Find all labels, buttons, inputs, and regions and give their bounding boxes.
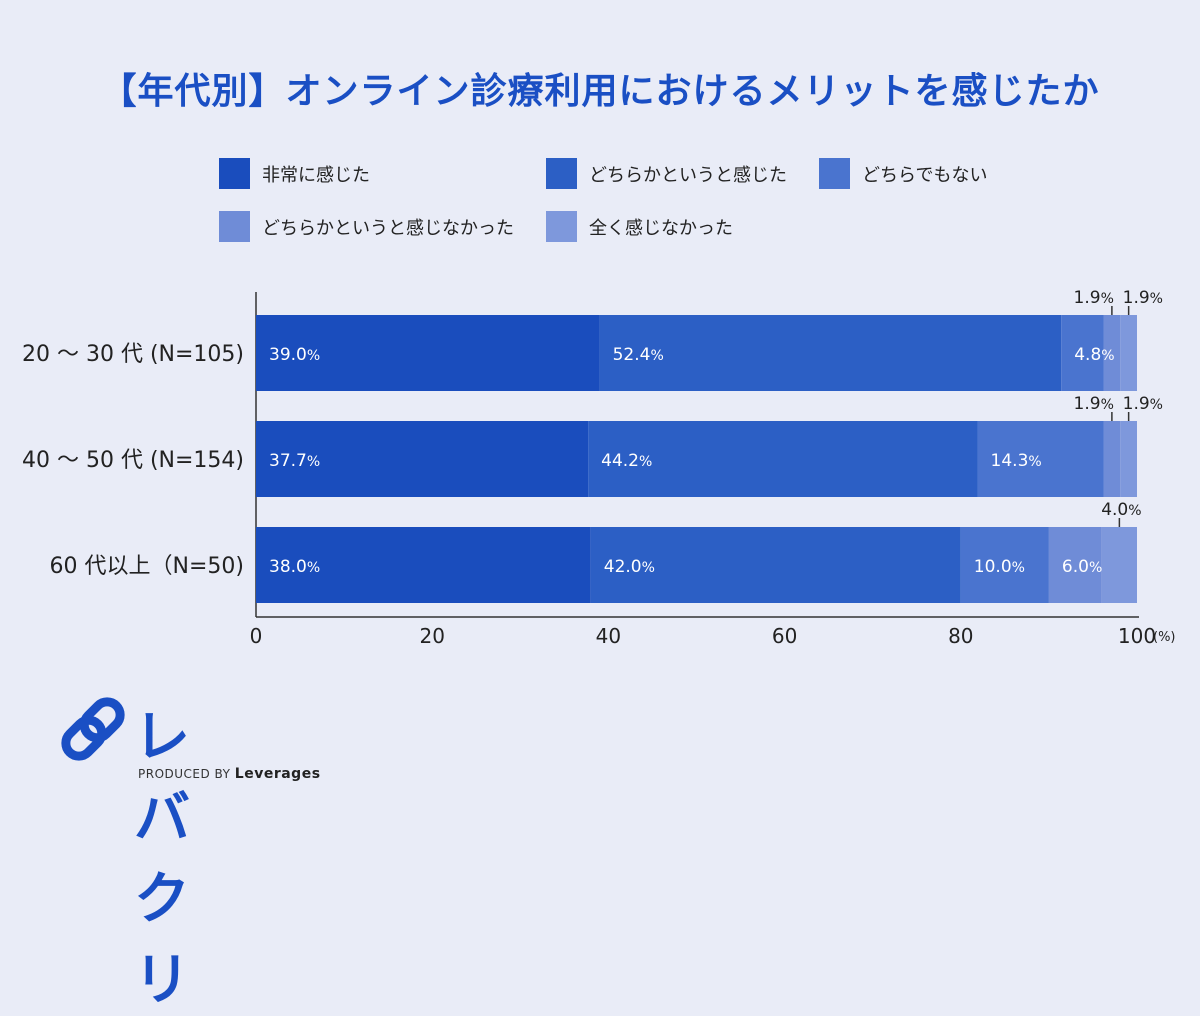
legend-label: どちらでもない bbox=[862, 164, 988, 186]
bar-segment bbox=[1048, 527, 1102, 603]
logo-wordmark: レバクリ bbox=[134, 705, 192, 1013]
bar-segment bbox=[1103, 315, 1121, 391]
chart-title: 【年代別】オンライン診療利用におけるメリットを感じたか bbox=[100, 71, 1100, 112]
x-tick-label: 20 bbox=[419, 624, 444, 648]
x-tick-label: 60 bbox=[772, 624, 797, 648]
bar-segment bbox=[1120, 421, 1137, 497]
bar-segment bbox=[256, 527, 591, 603]
category-label: 40 〜 50 代 (N=154) bbox=[22, 448, 244, 473]
data-label: 44.2% bbox=[601, 451, 652, 471]
link-chain-icon bbox=[61, 697, 125, 761]
data-label: 14.3% bbox=[991, 451, 1042, 471]
data-label: 1.9% bbox=[1123, 288, 1163, 308]
legend-item: どちらでもない bbox=[819, 158, 987, 189]
x-tick-label: 0 bbox=[250, 624, 263, 648]
data-label: 6.0% bbox=[1062, 557, 1102, 577]
legend-label: 全く感じなかった bbox=[589, 217, 733, 239]
legend-item: 非常に感じた bbox=[219, 158, 370, 189]
data-label: 39.0% bbox=[269, 345, 320, 365]
data-label: 38.0% bbox=[269, 557, 320, 577]
produced-by-text: PRODUCED BY bbox=[138, 767, 231, 781]
legend-label: どちらかというと感じなかった bbox=[262, 217, 514, 239]
legend-item: どちらかというと感じなかった bbox=[219, 211, 514, 242]
legend-label: どちらかというと感じた bbox=[589, 164, 787, 186]
legend-swatch bbox=[219, 211, 250, 242]
data-label: 4.0% bbox=[1101, 500, 1141, 520]
data-label: 10.0% bbox=[974, 557, 1025, 577]
data-label: 42.0% bbox=[604, 557, 655, 577]
legend-item: どちらかというと感じた bbox=[546, 158, 787, 189]
category-label: 20 〜 30 代 (N=105) bbox=[22, 342, 244, 367]
bar-chart: 0 20 40 60 80 100(%) 20 〜 30 代 (N=105) 39.0% 52.… bbox=[22, 288, 1176, 648]
data-label: 4.8% bbox=[1074, 345, 1114, 365]
bar-segment bbox=[588, 421, 978, 497]
legend-swatch bbox=[546, 211, 577, 242]
chart-canvas: 【年代別】オンライン診療利用におけるメリットを感じたか 非常に感じたどちらかとい… bbox=[22, 71, 1176, 1013]
data-label: 1.9% bbox=[1074, 288, 1114, 308]
data-label: 1.9% bbox=[1123, 394, 1163, 414]
x-tick-label: 40 bbox=[596, 624, 621, 648]
brand-logo: レバクリ PRODUCED BY Leverages bbox=[56, 692, 320, 1013]
legend-label: 非常に感じた bbox=[262, 164, 370, 186]
legend-item: 全く感じなかった bbox=[546, 211, 733, 242]
data-label: 37.7% bbox=[269, 451, 320, 471]
legend-swatch bbox=[546, 158, 577, 189]
legend-swatch bbox=[219, 158, 250, 189]
bar-segment bbox=[977, 421, 1104, 497]
bar-segment bbox=[1061, 315, 1104, 391]
category-label: 60 代以上（N=50) bbox=[50, 554, 244, 579]
bar-segment bbox=[1101, 527, 1137, 603]
x-tick-label: 100 bbox=[1118, 624, 1156, 648]
bar-segment bbox=[256, 315, 600, 391]
bar-segment bbox=[256, 421, 589, 497]
company-name: Leverages bbox=[234, 766, 321, 782]
logo-produced-by: PRODUCED BY Leverages bbox=[138, 766, 321, 782]
x-tick-label: 80 bbox=[948, 624, 973, 648]
x-unit-label: (%) bbox=[1153, 630, 1176, 645]
bar-segment bbox=[1120, 315, 1137, 391]
legend-swatch bbox=[819, 158, 850, 189]
data-label: 1.9% bbox=[1074, 394, 1114, 414]
data-label: 52.4% bbox=[613, 345, 664, 365]
bar-segment bbox=[1103, 421, 1121, 497]
bar-segment bbox=[960, 527, 1049, 603]
bar-segment bbox=[599, 315, 1062, 391]
bar-segment bbox=[590, 527, 961, 603]
